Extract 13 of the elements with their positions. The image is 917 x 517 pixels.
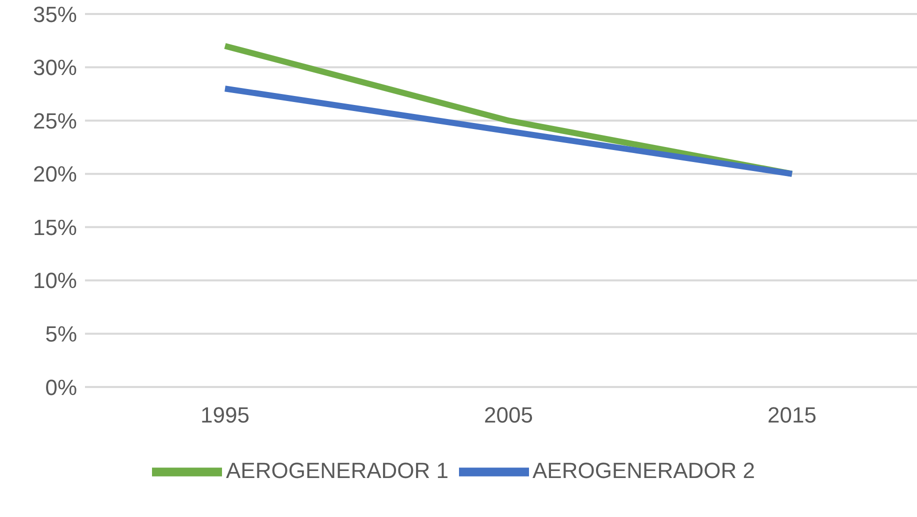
y-tick-label: 10% — [32, 268, 77, 294]
x-tick-label: 2005 — [484, 402, 533, 428]
legend-label: AEROGENERADOR 2 — [532, 458, 755, 483]
legend-label: AEROGENERADOR 1 — [226, 458, 448, 483]
y-tick-label: 0% — [45, 374, 77, 400]
x-tick-label: 2015 — [768, 402, 816, 428]
x-tick-label: 1995 — [200, 402, 250, 428]
y-tick-label: 30% — [32, 55, 77, 80]
y-tick-label: 15% — [32, 214, 77, 240]
y-tick-label: 20% — [32, 162, 77, 187]
y-tick-label: 35% — [32, 2, 77, 27]
y-tick-label: 5% — [45, 322, 77, 347]
y-tick-label: 25% — [32, 108, 77, 134]
